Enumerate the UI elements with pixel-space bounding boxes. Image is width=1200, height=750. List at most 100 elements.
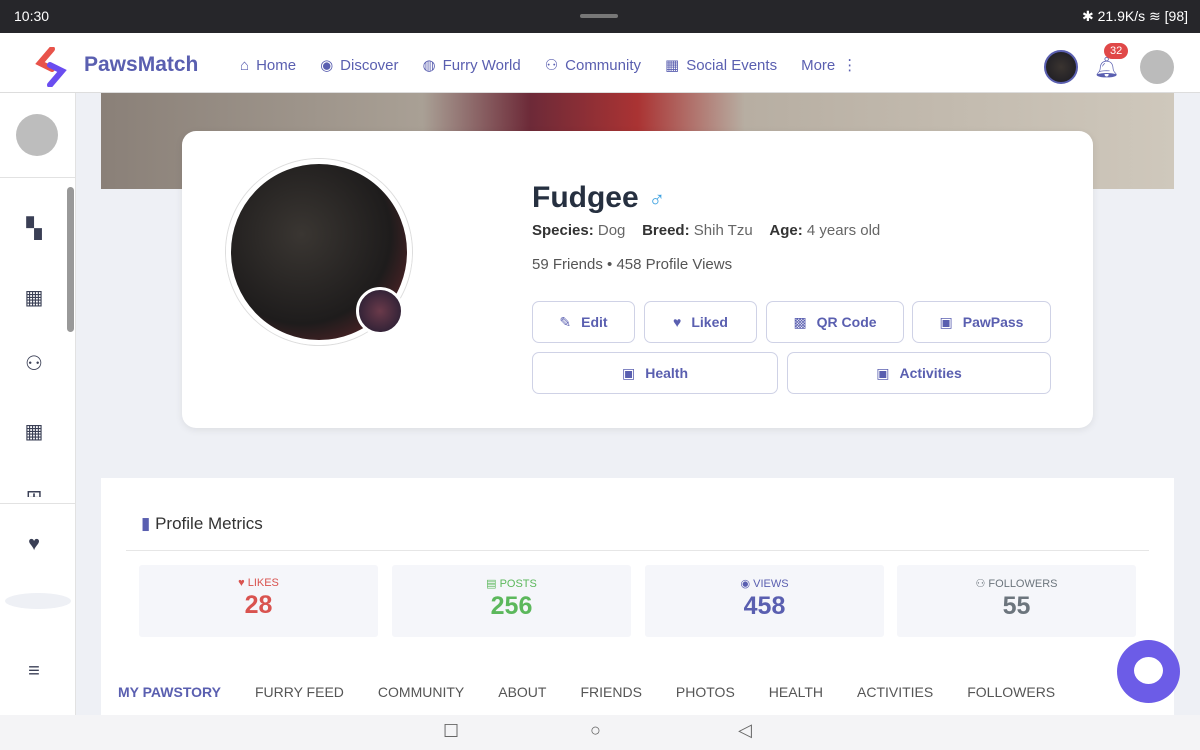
- metric-label: ⚇ FOLLOWERS: [897, 577, 1136, 590]
- profile-photo[interactable]: [226, 159, 412, 345]
- network-speed: 21.9K/s: [1097, 8, 1146, 24]
- pulse-icon: ▣: [876, 364, 890, 381]
- metric-label-text: POSTS: [499, 578, 537, 590]
- people-icon[interactable]: ⚇: [25, 353, 43, 375]
- dashboard-icon[interactable]: ▚: [26, 218, 42, 240]
- heart-icon: ♥: [673, 314, 682, 330]
- recents-icon[interactable]: ☐: [443, 721, 460, 741]
- notification-badge: 32: [1104, 43, 1129, 59]
- people-icon: ⚇: [975, 578, 986, 590]
- metric-followers: ⚇ FOLLOWERS 55: [897, 565, 1136, 637]
- home-circle-icon[interactable]: ○: [590, 720, 601, 740]
- metric-label: ♥ LIKES: [139, 577, 378, 589]
- male-icon: ♂: [648, 187, 666, 212]
- metric-value: 28: [244, 591, 273, 619]
- tab-health[interactable]: HEALTH: [768, 684, 823, 700]
- back-icon[interactable]: ◁: [738, 720, 752, 740]
- kebab-icon: ⋮: [842, 57, 858, 74]
- liked-button[interactable]: ♥ Liked: [644, 301, 757, 343]
- status-bar: 10:30 ✱ 21.9K/s ≋ [98]: [0, 0, 1200, 33]
- pet-info: Species: Dog Breed: Shih Tzu Age: 4 year…: [532, 222, 880, 239]
- status-icons: ✱ 21.9K/s ≋ [98]: [1082, 8, 1188, 24]
- nav-label: More: [801, 56, 836, 74]
- health-button[interactable]: ▣ Health: [532, 352, 778, 394]
- placeholder-pill: [5, 593, 71, 609]
- button-label: QR Code: [816, 314, 877, 330]
- metrics-title-text: Profile Metrics: [155, 514, 263, 533]
- nav-label: Furry World: [442, 56, 521, 74]
- edit-button[interactable]: ✎ Edit: [532, 301, 635, 343]
- nav-social-events[interactable]: ▦ Social Events: [665, 56, 777, 75]
- calendar-icon[interactable]: ▦: [24, 421, 44, 443]
- tab-my-pawstory[interactable]: MY PAWSTORY: [118, 684, 221, 700]
- species-label: Species:: [532, 222, 594, 239]
- qr-code-button[interactable]: ▩ QR Code: [766, 301, 904, 343]
- bar-chart-icon: ▮: [141, 514, 151, 533]
- compass-icon: ◉: [320, 57, 334, 74]
- nav-label: Discover: [340, 56, 399, 74]
- nav-home[interactable]: ⌂ Home: [240, 56, 296, 74]
- qr-icon: ▩: [793, 313, 807, 330]
- button-label: PawPass: [962, 314, 1024, 330]
- scrollbar[interactable]: [67, 187, 74, 332]
- metric-views: ◉ VIEWS 458: [645, 565, 884, 637]
- age-label: Age:: [769, 222, 803, 239]
- friends-views: 59 Friends • 458 Profile Views: [532, 256, 733, 273]
- metric-posts: ▤ POSTS 256: [392, 565, 631, 637]
- tab-community[interactable]: COMMUNITY: [377, 684, 465, 700]
- sidebar-avatar[interactable]: [16, 114, 58, 156]
- add-icon[interactable]: ⊞: [22, 485, 46, 497]
- tab-followers[interactable]: FOLLOWERS: [967, 684, 1056, 700]
- nav-more[interactable]: More ⋮: [801, 56, 858, 75]
- pet-avatar[interactable]: [1044, 50, 1078, 84]
- nav-menu: ⌂ Home ◉ Discover ◍ Furry World ⚇ Community …: [240, 56, 858, 75]
- button-label: Liked: [691, 314, 728, 330]
- drag-handle[interactable]: [580, 14, 618, 18]
- nav-label: Community: [565, 56, 641, 74]
- profile-tabs: MY PAWSTORY FURRY FEED COMMUNITY ABOUT F…: [118, 684, 1055, 700]
- metrics-title: ▮ Profile Metrics: [141, 514, 263, 534]
- activities-button[interactable]: ▣ Activities: [787, 352, 1051, 394]
- logo-icon[interactable]: [34, 47, 68, 87]
- species: Dog: [597, 222, 626, 239]
- metric-likes: ♥ LIKES 28: [139, 565, 378, 637]
- nav-community[interactable]: ⚇ Community: [544, 56, 641, 75]
- pet-name: Fudgee: [532, 181, 639, 214]
- profile-metrics-panel: ▮ Profile Metrics ♥ LIKES 28 ▤ POSTS 256 ◉…: [101, 478, 1174, 715]
- metric-value: 256: [490, 592, 533, 620]
- metric-label-text: VIEWS: [753, 578, 789, 590]
- divider: [0, 177, 75, 178]
- user-avatar[interactable]: [1140, 50, 1174, 84]
- pawpass-button[interactable]: ▣ PawPass: [912, 301, 1051, 343]
- home-icon: ⌂: [240, 56, 250, 74]
- heart-icon[interactable]: ♥: [28, 533, 40, 555]
- bell-icon[interactable]: 🔔︎: [1094, 57, 1120, 79]
- calendar-icon[interactable]: ▦: [24, 287, 44, 309]
- button-label: Activities: [899, 365, 962, 381]
- clock: 10:30: [14, 8, 50, 24]
- breed: Shih Tzu: [693, 222, 753, 239]
- nav-label: Home: [256, 56, 297, 74]
- menu-icon[interactable]: ≡: [28, 660, 40, 682]
- system-nav-bar: ☐ ○ ◁: [0, 715, 1200, 750]
- globe-icon: ◍: [422, 57, 436, 74]
- breed-label: Breed:: [642, 222, 690, 239]
- tab-activities[interactable]: ACTIVITIES: [857, 684, 934, 700]
- people-icon: ⚇: [544, 57, 559, 74]
- tab-furry-feed[interactable]: FURRY FEED: [254, 684, 344, 700]
- age: 4 years old: [806, 222, 881, 239]
- metric-label-text: LIKES: [247, 577, 279, 589]
- nav-furry-world[interactable]: ◍ Furry World: [422, 56, 521, 75]
- tab-friends[interactable]: FRIENDS: [580, 684, 642, 700]
- metric-value: 458: [743, 592, 786, 620]
- post-icon: ▤: [486, 578, 497, 590]
- tab-about[interactable]: ABOUT: [498, 684, 547, 700]
- pulse-icon: ▣: [621, 364, 636, 381]
- chat-button[interactable]: [1117, 640, 1180, 703]
- owner-avatar[interactable]: [356, 287, 404, 335]
- brand-name[interactable]: PawsMatch: [84, 53, 199, 76]
- heart-icon: ♥: [238, 577, 245, 589]
- nav-discover[interactable]: ◉ Discover: [320, 56, 399, 75]
- tab-photos[interactable]: PHOTOS: [675, 684, 735, 700]
- metric-label: ◉ VIEWS: [645, 577, 884, 590]
